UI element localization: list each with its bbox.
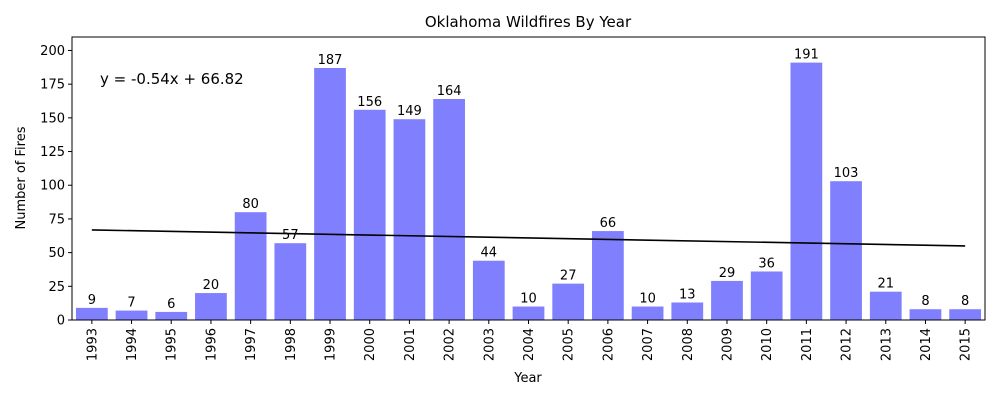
x-tick-label-2010: 2010 — [760, 328, 775, 361]
y-tick-label-75: 75 — [48, 212, 65, 227]
bar-2000 — [353, 109, 386, 321]
trendline-equation: y = -0.54x + 66.82 — [100, 70, 244, 88]
data-label-2010: 36 — [758, 256, 775, 271]
data-label-1997: 80 — [242, 197, 259, 212]
data-label-2013: 21 — [877, 277, 894, 292]
bar-1997 — [234, 212, 267, 320]
bar-1994 — [115, 310, 148, 320]
bar-2003 — [472, 260, 505, 320]
data-label-2009: 29 — [719, 266, 736, 281]
data-label-2004: 10 — [520, 292, 537, 307]
bar-2010 — [750, 271, 783, 320]
data-label-2014: 8 — [921, 294, 929, 309]
x-tick-label-2009: 2009 — [720, 328, 735, 361]
bar-2014 — [909, 309, 942, 320]
chart-title: Oklahoma Wildfires By Year — [425, 13, 632, 31]
y-tick-label-125: 125 — [40, 145, 65, 160]
x-tick-label-1994: 1994 — [125, 328, 140, 361]
x-axis-label: Year — [513, 371, 542, 386]
bar-1993 — [75, 307, 108, 320]
x-tick-label-2001: 2001 — [403, 328, 418, 361]
bar-2013 — [869, 291, 902, 320]
bar-2015 — [949, 309, 982, 320]
x-tick-label-1999: 1999 — [324, 328, 339, 361]
x-tick-label-2008: 2008 — [681, 328, 696, 361]
x-tick-label-2002: 2002 — [443, 328, 458, 361]
data-label-2001: 149 — [397, 104, 422, 119]
data-label-2015: 8 — [961, 294, 969, 309]
x-tick-label-2000: 2000 — [363, 328, 378, 361]
x-tick-label-1995: 1995 — [165, 328, 180, 361]
x-tick-label-1998: 1998 — [284, 328, 299, 361]
x-tick-label-1993: 1993 — [85, 328, 100, 361]
bar-2006 — [592, 231, 624, 320]
x-tick-label-2003: 2003 — [482, 328, 497, 361]
data-label-2007: 10 — [639, 292, 656, 307]
data-label-2003: 44 — [481, 246, 498, 261]
bar-1995 — [155, 311, 188, 320]
data-label-1996: 20 — [203, 278, 220, 293]
data-label-2011: 191 — [794, 48, 819, 63]
y-tick-label-200: 200 — [40, 44, 65, 59]
y-tick-label-0: 0 — [57, 314, 65, 329]
bar-2001 — [393, 119, 426, 320]
bar-2012 — [830, 181, 862, 320]
x-tick-label-2013: 2013 — [879, 328, 894, 361]
data-label-2012: 103 — [834, 166, 859, 181]
x-tick-label-2012: 2012 — [840, 328, 855, 361]
data-label-1994: 7 — [127, 296, 135, 311]
data-label-1995: 6 — [167, 297, 175, 312]
data-label-2000: 156 — [357, 95, 382, 110]
y-tick-label-150: 150 — [40, 111, 65, 126]
trendline — [91, 229, 966, 247]
data-label-1993: 9 — [88, 293, 96, 308]
bar-2004 — [512, 306, 545, 320]
bar-2009 — [711, 280, 743, 320]
x-tick-label-2014: 2014 — [919, 328, 934, 361]
y-tick-label-50: 50 — [48, 246, 65, 261]
bar-2008 — [671, 302, 704, 320]
y-tick-label-175: 175 — [40, 78, 65, 93]
x-tick-label-2015: 2015 — [959, 328, 974, 361]
bar-2007 — [631, 306, 664, 320]
data-label-1998: 57 — [282, 228, 299, 243]
data-label-2008: 13 — [679, 287, 696, 302]
y-axis-label: Number of Fires — [14, 126, 29, 229]
data-label-1999: 187 — [318, 53, 343, 68]
bar-2002 — [433, 98, 465, 320]
x-tick-label-1997: 1997 — [244, 328, 259, 361]
bar-1996 — [195, 293, 227, 320]
bar-2011 — [790, 62, 823, 320]
y-tick-label-100: 100 — [40, 179, 65, 194]
x-tick-label-2006: 2006 — [601, 328, 616, 361]
data-label-2006: 66 — [600, 216, 617, 231]
x-tick-label-1996: 1996 — [204, 328, 219, 361]
x-tick-label-2005: 2005 — [562, 328, 577, 361]
x-tick-label-2011: 2011 — [800, 328, 815, 361]
data-label-2005: 27 — [560, 269, 577, 284]
y-tick-label-25: 25 — [48, 280, 65, 295]
bar-1999 — [314, 67, 346, 320]
data-label-2002: 164 — [437, 84, 462, 99]
bar-2005 — [552, 283, 585, 320]
bar-1998 — [274, 243, 307, 320]
x-tick-label-2004: 2004 — [522, 328, 537, 361]
x-tick-label-2007: 2007 — [641, 328, 656, 361]
